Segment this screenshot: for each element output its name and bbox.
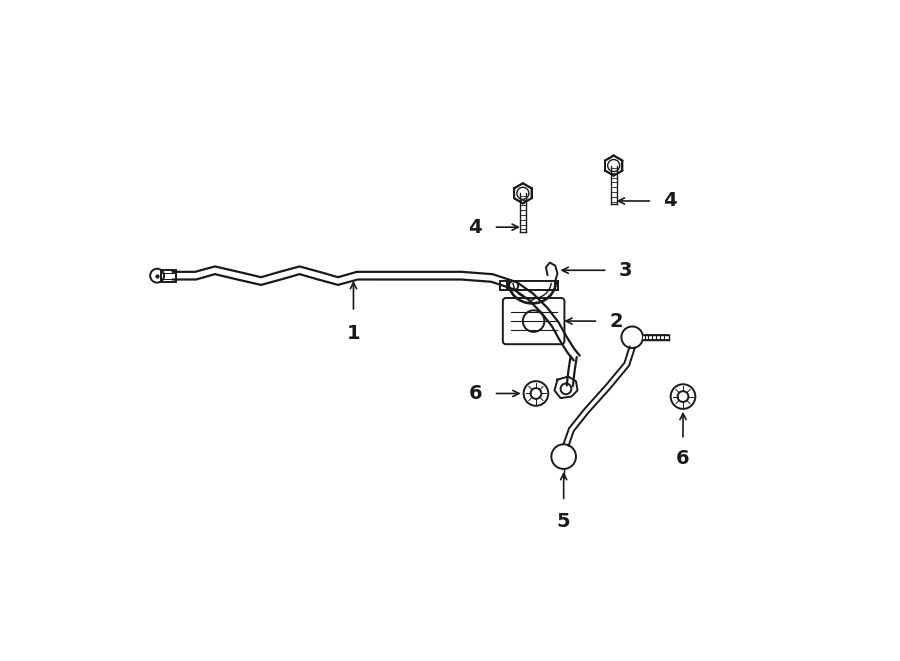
- Circle shape: [608, 159, 620, 172]
- Circle shape: [678, 391, 688, 402]
- Bar: [500, 281, 557, 290]
- Circle shape: [561, 383, 572, 394]
- Circle shape: [517, 187, 529, 199]
- Polygon shape: [554, 377, 578, 398]
- Text: 5: 5: [557, 512, 571, 531]
- Circle shape: [509, 281, 518, 290]
- Text: 2: 2: [609, 311, 623, 330]
- Bar: [161, 270, 176, 282]
- Text: 6: 6: [468, 384, 482, 403]
- Text: 6: 6: [676, 449, 689, 468]
- Circle shape: [150, 269, 164, 283]
- Text: 1: 1: [346, 324, 360, 343]
- Circle shape: [523, 310, 544, 332]
- Circle shape: [621, 327, 643, 348]
- Circle shape: [531, 388, 541, 399]
- Polygon shape: [605, 155, 623, 176]
- Circle shape: [524, 381, 548, 406]
- Circle shape: [670, 384, 696, 409]
- FancyBboxPatch shape: [503, 298, 564, 344]
- Text: 3: 3: [618, 261, 632, 280]
- Polygon shape: [514, 183, 532, 204]
- Text: 4: 4: [663, 192, 677, 210]
- Circle shape: [552, 444, 576, 469]
- Text: 4: 4: [468, 217, 482, 237]
